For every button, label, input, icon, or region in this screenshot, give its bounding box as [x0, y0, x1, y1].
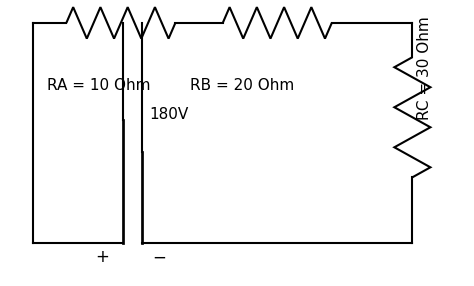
- Text: RC = 30 Ohm: RC = 30 Ohm: [417, 16, 432, 120]
- Text: 180V: 180V: [149, 107, 189, 122]
- Text: −: −: [152, 249, 166, 266]
- Text: RB = 20 Ohm: RB = 20 Ohm: [190, 78, 294, 93]
- Text: +: +: [95, 249, 109, 266]
- Text: RA = 10 Ohm: RA = 10 Ohm: [47, 78, 151, 93]
